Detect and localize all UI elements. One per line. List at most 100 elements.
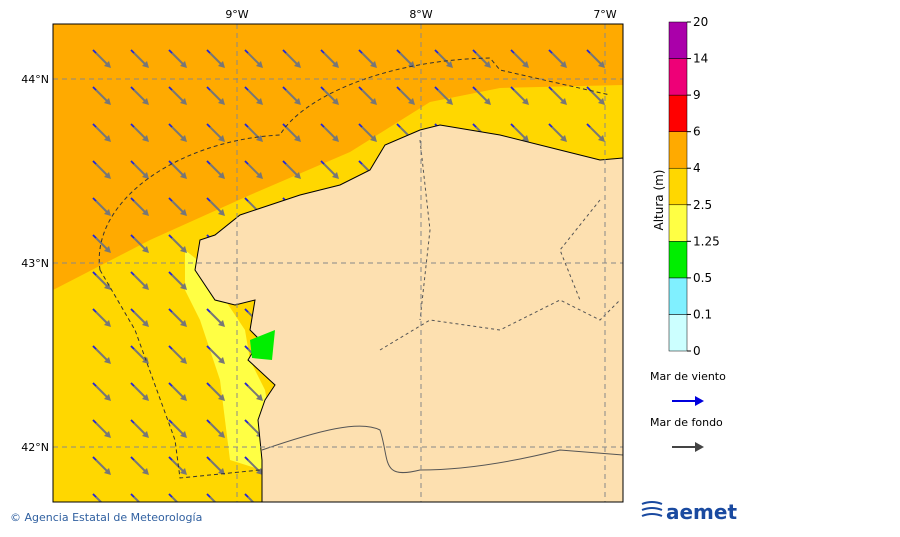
arrow-head: [142, 172, 149, 179]
arrow-head: [218, 61, 225, 68]
wind-arrow: [206, 49, 211, 54]
wind-arrow: [130, 271, 135, 276]
arrow-head: [218, 505, 225, 512]
wind-arrow: [320, 160, 325, 165]
arrow-head: [446, 98, 453, 105]
wind-arrow: [472, 86, 477, 91]
arrow-head: [256, 468, 263, 475]
wind-arrow: [244, 456, 249, 461]
wind-arrow: [472, 49, 477, 54]
arrow-head: [142, 135, 149, 142]
colorbar-segment: [668, 58, 688, 96]
wind-arrow: [130, 49, 135, 54]
wind-arrow: [92, 86, 97, 91]
arrow-head: [256, 172, 263, 179]
wind-arrow: [586, 49, 591, 54]
arrow-head: [180, 320, 187, 327]
wind-arrow: [320, 123, 325, 128]
arrow-head: [104, 135, 111, 142]
wind-arrow: [510, 123, 515, 128]
arrow-head: [142, 61, 149, 68]
arrow-head: [446, 61, 453, 68]
wind-arrow: [320, 86, 325, 91]
arrow-head: [484, 61, 491, 68]
arrow-head: [218, 98, 225, 105]
arrow-head: [142, 431, 149, 438]
wind-arrow: [358, 123, 363, 128]
wind-arrow: [92, 160, 97, 165]
arrow-head: [104, 320, 111, 327]
wind-arrow: [244, 382, 249, 387]
wind-arrow: [358, 49, 363, 54]
wind-arrow: [434, 86, 439, 91]
lon-label: 8°W: [409, 8, 432, 21]
colorbar-segment: [668, 167, 688, 206]
wind-arrow: [244, 419, 249, 424]
colorbar-segment: [668, 131, 688, 169]
arrow-head: [560, 505, 567, 512]
logo: aemet: [641, 500, 737, 524]
wind-arrow: [92, 123, 97, 128]
arrow-head: [408, 505, 415, 512]
arrow-head: [294, 172, 301, 179]
wind-arrow: [396, 123, 401, 128]
wind-arrow: [206, 456, 211, 461]
wind-arrow: [244, 123, 249, 128]
arrow-head: [142, 246, 149, 253]
wind-arrow: [168, 271, 173, 276]
wind-arrow: [168, 345, 173, 350]
legend: Mar de viento Mar de fondo: [650, 370, 726, 452]
arrow-head: [522, 61, 529, 68]
colorbar-label: Altura (m): [652, 169, 666, 230]
arrow-head: [560, 98, 567, 105]
wind-arrow: [92, 308, 97, 313]
arrow-head: [180, 431, 187, 438]
arrow-head: [180, 283, 187, 290]
wind-arrow: [92, 382, 97, 387]
wind-arrow: [130, 197, 135, 202]
colorbar-tick-label: 14: [693, 52, 708, 66]
arrow-head: [104, 357, 111, 364]
lat-label: 43°N: [21, 257, 49, 270]
wind-arrow: [282, 160, 287, 165]
arrow-head: [104, 246, 111, 253]
arrow-head: [180, 394, 187, 401]
wind-arrow: [206, 86, 211, 91]
arrow-head: [408, 98, 415, 105]
arrow-head: [142, 98, 149, 105]
wind-arrow: [244, 49, 249, 54]
wind-arrow: [130, 382, 135, 387]
arrow-head: [104, 468, 111, 475]
arrow-head: [294, 61, 301, 68]
arrow-head: [180, 357, 187, 364]
wind-arrow: [282, 86, 287, 91]
wind-arrow: [282, 49, 287, 54]
arrow-head: [218, 431, 225, 438]
graticule: [53, 24, 623, 502]
wind-arrow: [586, 86, 591, 91]
arrow-head: [180, 98, 187, 105]
wind-arrow: [396, 86, 401, 91]
colorbar-tick-label: 4: [693, 161, 701, 175]
wind-arrow: [92, 345, 97, 350]
arrow-head: [294, 98, 301, 105]
arrow-head: [218, 209, 225, 216]
colorbar-segment: [668, 277, 688, 315]
axis-labels: 9°W 8°W 7°W 44°N 43°N 42°N: [21, 8, 617, 454]
wind-arrow: [510, 86, 515, 91]
wind-arrow: [396, 49, 401, 54]
wind-arrow: [168, 382, 173, 387]
arrow-head: [142, 468, 149, 475]
arrow-head: [256, 98, 263, 105]
wind-arrow: [168, 197, 173, 202]
arrow-head: [142, 209, 149, 216]
arrow-head: [180, 61, 187, 68]
wind-arrow: [244, 493, 249, 498]
wind-arrow: [130, 419, 135, 424]
arrow-head: [104, 394, 111, 401]
lon-label: 9°W: [225, 8, 248, 21]
arrow-head: [218, 172, 225, 179]
arrow-head: [218, 320, 225, 327]
wind-arrow: [168, 308, 173, 313]
wind-arrow: [92, 456, 97, 461]
